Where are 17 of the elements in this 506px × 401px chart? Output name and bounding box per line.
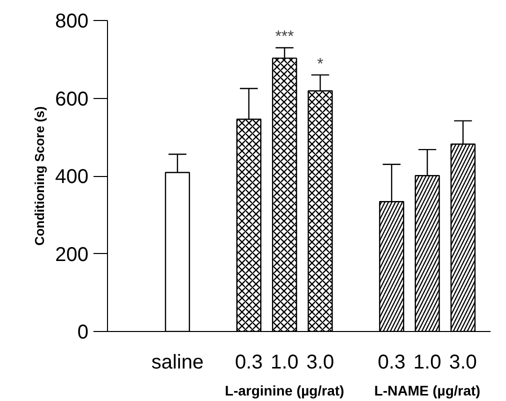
- y-tick-label: 0: [77, 322, 88, 344]
- x-tick-label: saline: [151, 352, 204, 374]
- text: L-arginine (µg/rat): [224, 382, 344, 398]
- text: L-NAME (µg/rat): [374, 382, 480, 398]
- y-tick-label: 600: [55, 88, 89, 110]
- x-tick-label: 0.3: [234, 352, 263, 374]
- y-tick-label: 400: [55, 166, 89, 188]
- x-tick-label: 0.3: [378, 352, 406, 374]
- y-tick-label: 200: [55, 244, 89, 266]
- y-tick-label: 800: [55, 10, 89, 32]
- data-label: ***: [275, 28, 294, 46]
- y-axis-title: Conditioning Score (s): [32, 106, 48, 246]
- x-tick-label: 1.0: [270, 352, 298, 374]
- x-tick-label: 1.0: [413, 352, 442, 374]
- x-tick-label: 3.0: [449, 352, 477, 374]
- data-label: *: [317, 56, 324, 73]
- x-tick-label: 3.0: [306, 352, 334, 374]
